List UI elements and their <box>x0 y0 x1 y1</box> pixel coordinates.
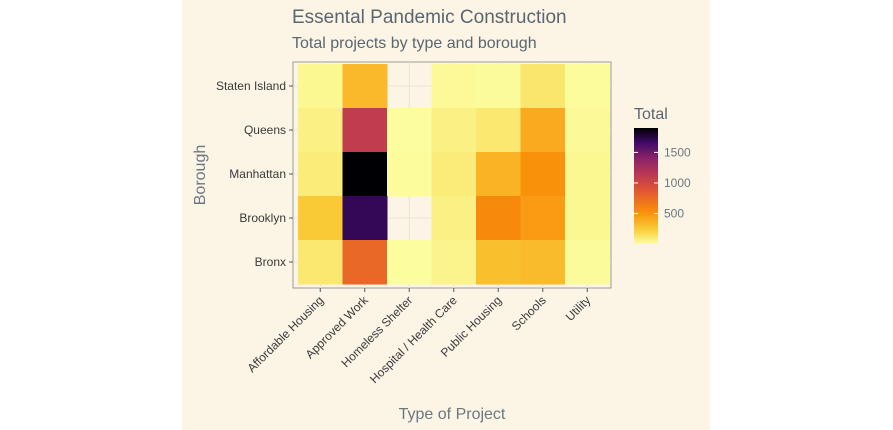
heatmap-cell <box>342 108 388 153</box>
chart-subtitle: Total projects by type and borough <box>292 35 537 52</box>
x-tick-label: Utility <box>563 293 594 324</box>
heatmap-cell <box>342 196 388 241</box>
y-tick-label: Brooklyn <box>239 211 286 225</box>
chart-title: Essental Pandemic Construction <box>292 7 567 28</box>
heatmap-cell <box>298 152 343 197</box>
heatmap-cell <box>520 64 566 109</box>
heatmap-cell <box>565 196 610 241</box>
heatmap-cell <box>476 196 521 241</box>
y-tick-label: Manhattan <box>229 167 286 181</box>
heatmap-cell <box>298 240 343 285</box>
heatmap-cell <box>387 240 432 285</box>
heatmap-cell <box>565 108 610 153</box>
y-axis-title: Borough <box>192 145 209 206</box>
heatmap-cell <box>565 64 610 109</box>
y-tick-label: Bronx <box>255 255 286 269</box>
heatmap-cell <box>298 196 343 241</box>
heatmap-cell <box>298 108 343 153</box>
heatmap-cell <box>565 240 610 285</box>
heatmap-cell <box>476 240 521 285</box>
x-tick-label: Affordable Housing <box>244 293 326 375</box>
heatmap-cell <box>431 64 477 109</box>
legend-title: Total <box>634 106 668 123</box>
heatmap-cell <box>520 240 566 285</box>
legend-tick-label: 500 <box>664 206 684 220</box>
heatmap-cell <box>476 64 521 109</box>
heatmap-cell <box>342 240 388 285</box>
x-tick-label: Hospital / Health Care <box>367 293 460 386</box>
y-tick-label: Staten Island <box>216 79 286 93</box>
legend-colorbar <box>634 128 658 244</box>
heatmap-cell <box>520 196 566 241</box>
heatmap-cell <box>520 108 566 153</box>
heatmap-cells <box>298 64 610 285</box>
y-tick-labels: Staten Island Queens Manhattan Brooklyn Bron… <box>216 79 293 269</box>
legend-tick-label: 1500 <box>664 145 691 159</box>
heatmap-cell <box>476 108 521 153</box>
heatmap-cell <box>476 152 521 197</box>
heatmap-cell <box>431 240 477 285</box>
x-axis-title: Type of Project <box>399 406 506 423</box>
y-tick-label: Queens <box>244 123 286 137</box>
legend-ticks: 500 1000 1500 <box>634 145 691 220</box>
heatmap-cell <box>298 64 343 109</box>
heatmap-cell <box>387 108 432 153</box>
heatmap-cell <box>431 196 477 241</box>
heatmap-cell <box>342 64 388 109</box>
heatmap-cell <box>342 152 388 197</box>
legend-tick-label: 1000 <box>664 176 691 190</box>
heatmap-cell <box>431 108 477 153</box>
heatmap-cell <box>431 152 477 197</box>
heatmap-cell <box>387 152 432 197</box>
heatmap-cell <box>565 152 610 197</box>
x-tick-label: Schools <box>509 293 549 333</box>
heatmap-cell <box>520 152 566 197</box>
